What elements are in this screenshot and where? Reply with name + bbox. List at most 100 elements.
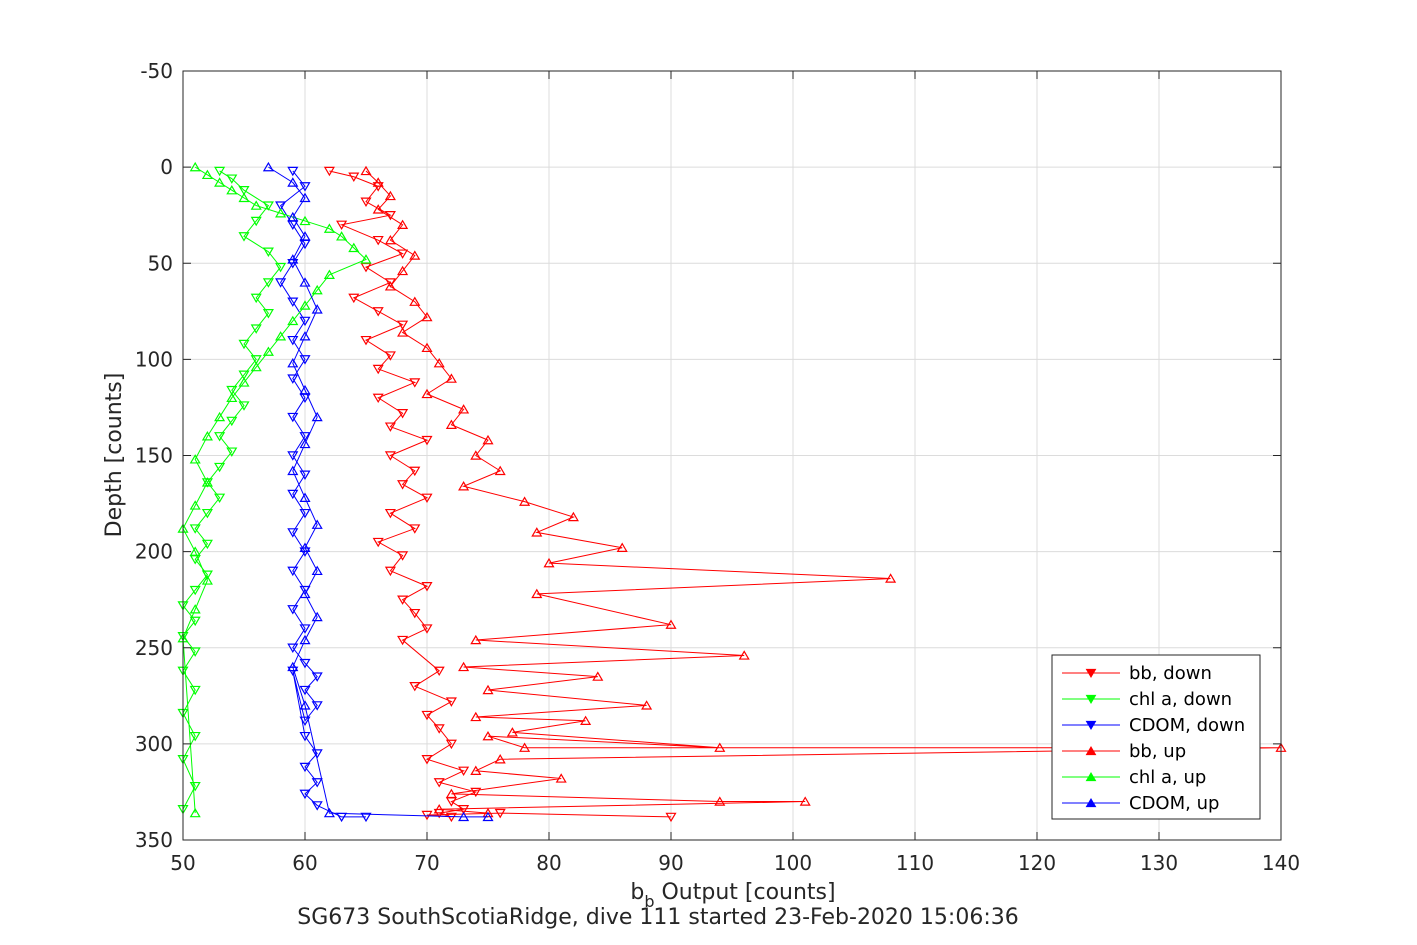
series-line (279, 170, 366, 818)
data-point (519, 496, 531, 506)
x-tick-label: 90 (658, 851, 683, 875)
data-point (372, 393, 384, 404)
y-tick-label: 350 (135, 828, 173, 852)
y-tick-label: 50 (148, 251, 173, 275)
data-point (311, 284, 323, 295)
data-point (299, 789, 311, 800)
data-point (311, 611, 323, 622)
caption: SG673 SouthScotiaRidge, dive 111 started… (297, 905, 1018, 930)
series-line (182, 170, 282, 810)
data-point (299, 762, 311, 773)
data-point (397, 409, 409, 419)
data-point (299, 331, 311, 341)
data-point (287, 465, 299, 476)
data-point (214, 462, 226, 473)
data-point (189, 585, 201, 596)
data-point (250, 355, 262, 365)
x-tick-label: 120 (1018, 851, 1056, 875)
data-point (665, 619, 677, 629)
data-point (738, 650, 750, 660)
data-point (372, 307, 384, 317)
data-point (226, 447, 238, 457)
data-point (397, 327, 409, 337)
data-point (470, 450, 482, 460)
data-point (592, 671, 604, 681)
data-point (384, 508, 396, 519)
data-point (421, 311, 433, 322)
data-point (299, 731, 311, 742)
series-5 (262, 161, 494, 822)
x-tick-label: 70 (414, 851, 439, 875)
y-tick-label: 200 (135, 540, 173, 564)
data-point (409, 608, 421, 619)
data-point (421, 435, 433, 446)
data-point (287, 211, 299, 222)
data-point (201, 431, 213, 441)
data-point (238, 377, 250, 387)
data-point (372, 364, 384, 375)
data-point (445, 697, 457, 707)
data-point (189, 500, 201, 510)
data-point (287, 374, 299, 384)
data-point (214, 432, 226, 442)
data-point (482, 730, 494, 741)
data-point (214, 177, 226, 187)
data-point (311, 701, 323, 711)
data-point (506, 727, 518, 737)
data-point (714, 742, 726, 752)
legend-marker (1085, 745, 1097, 756)
legend-box (1051, 654, 1261, 820)
data-point (409, 296, 421, 306)
data-point (299, 316, 311, 327)
data-point (580, 715, 592, 726)
data-point (372, 204, 384, 214)
series-line (182, 166, 367, 814)
data-point (445, 788, 457, 799)
data-point (421, 388, 433, 399)
data-point (299, 231, 311, 241)
data-point (714, 796, 726, 806)
data-point (287, 297, 299, 307)
legend-marker (1085, 668, 1097, 679)
y-tick-label: 100 (135, 347, 173, 371)
legend-label: CDOM, up (1129, 793, 1219, 814)
data-point (421, 493, 433, 504)
data-point (238, 339, 250, 350)
data-point (287, 566, 299, 577)
data-point (275, 201, 287, 211)
data-point (616, 542, 628, 552)
data-point (433, 724, 445, 734)
data-point (262, 346, 274, 356)
x-tick-label: 130 (1140, 851, 1178, 875)
data-point (885, 573, 897, 583)
data-point (409, 524, 421, 534)
legend-item: CDOM, up (1062, 793, 1219, 814)
data-point (445, 419, 457, 429)
legend-item: chl a, down (1062, 689, 1232, 710)
data-point (226, 385, 238, 396)
data-point (409, 466, 421, 477)
data-point (238, 192, 250, 203)
data-point (299, 300, 311, 310)
data-point (470, 634, 482, 645)
data-point (299, 182, 311, 192)
data-point (238, 401, 250, 411)
data-point (360, 197, 372, 207)
legend-marker (1085, 720, 1097, 731)
data-point (360, 812, 372, 823)
data-point (299, 384, 311, 395)
x-axis-label-main: b (630, 880, 644, 905)
data-point (311, 519, 323, 529)
data-point (421, 810, 433, 821)
data-point (275, 278, 287, 288)
data-point (311, 749, 323, 759)
data-point (262, 309, 274, 319)
data-point (397, 320, 409, 331)
data-point (299, 588, 311, 599)
data-point (372, 537, 384, 548)
data-point (458, 481, 470, 491)
data-point (433, 666, 445, 677)
data-point (311, 304, 323, 314)
data-point (287, 489, 299, 500)
data-point (214, 493, 226, 504)
